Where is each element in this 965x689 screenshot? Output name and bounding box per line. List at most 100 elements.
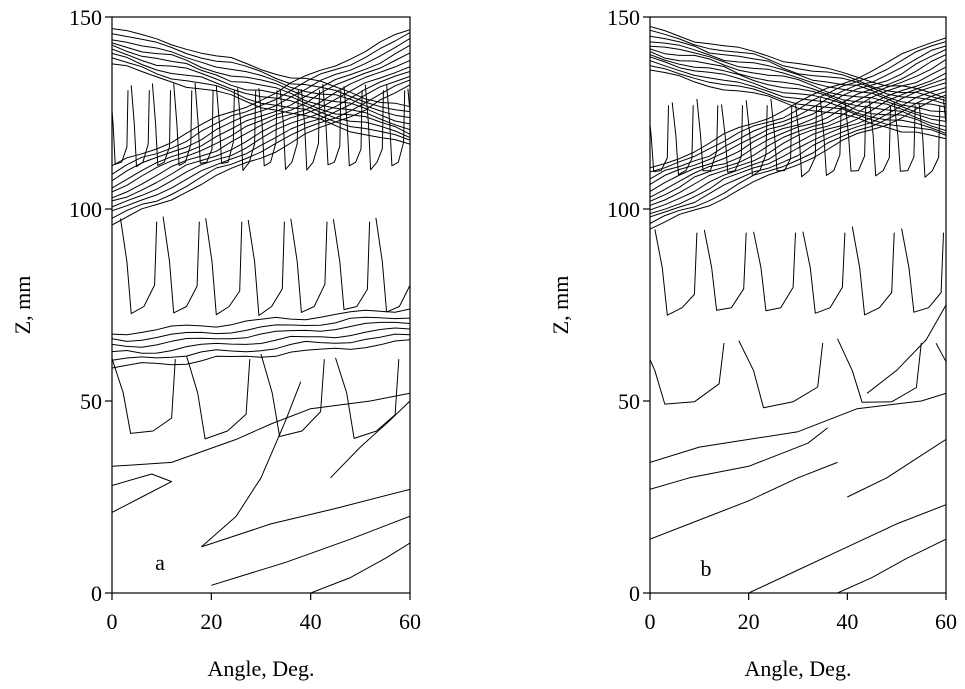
plot-frame: [111, 16, 411, 594]
x-tick-label: 60: [935, 609, 957, 634]
contour-chevron-line: [260, 354, 325, 437]
contour-chevron-line: [112, 358, 176, 434]
x-axis-title: Angle, Deg.: [208, 656, 315, 681]
contour-chevron-line: [696, 98, 719, 172]
contour-line: [650, 427, 828, 490]
contour-line: [310, 542, 410, 593]
y-tick-label: 50: [80, 389, 102, 414]
contour-band-line: [650, 41, 946, 173]
y-tick-label: 150: [607, 5, 640, 30]
contour-chevron-line: [918, 102, 941, 178]
contour-band-line: [112, 48, 410, 135]
contour-chevron-line: [703, 229, 747, 311]
contour-chevron-line: [290, 218, 328, 313]
contour-band-line: [112, 52, 410, 139]
y-axis-title: Z, mm: [548, 276, 573, 335]
contour-band-line: [650, 54, 946, 128]
contour-band-line: [650, 66, 946, 202]
contour-chevron-line: [901, 228, 944, 313]
x-tick-label: 20: [738, 609, 760, 634]
contour-chevron-line: [654, 229, 698, 316]
contour-band-line: [112, 75, 410, 212]
contour-chevron-line: [375, 217, 410, 313]
contour-chevron-line: [364, 84, 384, 171]
contour-chevron-line: [205, 218, 243, 316]
contour-band-line: [650, 48, 946, 118]
contour-chevron-line: [300, 89, 320, 171]
contour-band-line: [112, 44, 410, 131]
contour-band-line: [112, 327, 410, 354]
y-tick-label: 150: [69, 5, 102, 30]
contour-chevron-line: [237, 88, 257, 171]
contour-band-line: [650, 78, 946, 211]
y-tick-label: 0: [91, 581, 102, 606]
contour-band-line: [650, 72, 946, 206]
contour-band-line: [112, 66, 410, 202]
panel-label: b: [701, 556, 712, 581]
contour-line: [650, 392, 946, 463]
contour-chevron-line: [343, 86, 363, 167]
contour-chevron-line: [151, 83, 171, 166]
contour-band-line: [650, 26, 946, 99]
contour-chevron-line: [409, 356, 410, 358]
contour-chevron-line: [112, 90, 129, 165]
contour-chevron-line: [419, 219, 455, 316]
contour-chevron-line: [770, 98, 793, 172]
contour-band-line: [112, 29, 410, 167]
contour-line: [201, 381, 302, 548]
contour-line: [866, 304, 946, 394]
contour-band-line: [112, 39, 410, 119]
contour-band-line: [112, 71, 410, 208]
contour-line: [748, 504, 946, 593]
panel-a: 0 50 100 150 0 20 40 60 Angle, Deg. Z, mm a: [10, 5, 455, 681]
contour-line: [201, 488, 410, 548]
contour-chevron-line: [258, 88, 278, 167]
contour-band-line: [650, 69, 946, 140]
contour-line: [112, 473, 173, 513]
contour-chevron-line: [851, 226, 895, 316]
contour-band-line: [112, 333, 410, 361]
contour-line: [211, 515, 410, 586]
contour-chevron-line: [795, 104, 817, 178]
panel-label: a: [155, 550, 165, 575]
contour-chevron-line: [951, 227, 965, 310]
contour-lines: [112, 28, 455, 593]
contour-chevron-line: [279, 89, 299, 170]
contour-band-line: [112, 42, 410, 125]
contour-line: [847, 438, 946, 498]
contour-chevron-line: [893, 102, 916, 172]
contour-band-line: [112, 84, 410, 226]
contour-band-line: [650, 45, 946, 180]
contour-band-line: [112, 28, 410, 108]
contour-band-line: [650, 87, 946, 218]
contour-line: [112, 392, 410, 467]
y-tick-label: 100: [607, 197, 640, 222]
contour-chevron-line: [943, 98, 946, 130]
contour-band-line: [112, 316, 410, 342]
contour-lines: [650, 26, 965, 593]
contour-chevron-line: [869, 100, 891, 177]
contour-chevron-line: [173, 83, 193, 166]
x-axis-title: Angle, Deg.: [745, 656, 852, 681]
contour-band-line: [650, 82, 946, 215]
contour-chevron-line: [738, 340, 824, 409]
contour-chevron-line: [332, 219, 371, 311]
contour-chevron-line: [802, 231, 846, 314]
contour-band-line: [112, 33, 410, 113]
contour-chevron-line: [322, 84, 342, 166]
contour-band-line: [112, 52, 410, 193]
y-tick-label: 0: [629, 581, 640, 606]
contour-band-line: [650, 45, 946, 113]
contour-band-line: [650, 91, 946, 224]
x-tick-label: 40: [836, 609, 858, 634]
contour-chevron-line: [407, 88, 410, 118]
contour-band-line: [112, 57, 410, 141]
x-tick-label: 0: [107, 609, 118, 634]
contour-chevron-line: [650, 105, 669, 173]
contour-band-line: [112, 59, 410, 199]
contour-line: [837, 538, 946, 593]
contour-chevron-line: [753, 231, 796, 312]
contour-chevron-line: [671, 102, 694, 175]
contour-chevron-line: [837, 338, 922, 403]
